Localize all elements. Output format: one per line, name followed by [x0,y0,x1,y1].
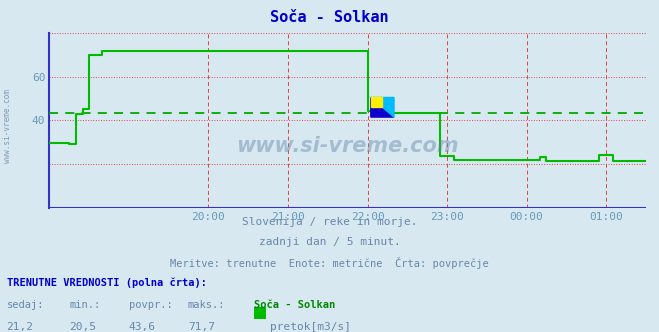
Text: pretok[m3/s]: pretok[m3/s] [270,322,351,332]
Text: 21,2: 21,2 [7,322,34,332]
Text: 43,6: 43,6 [129,322,156,332]
Text: www.si-vreme.com: www.si-vreme.com [237,136,459,156]
Text: www.si-vreme.com: www.si-vreme.com [3,89,13,163]
Text: Soča - Solkan: Soča - Solkan [254,300,335,310]
Text: 20,5: 20,5 [69,322,96,332]
Bar [371,98,382,107]
Text: TRENUTNE VREDNOSTI (polna črta):: TRENUTNE VREDNOSTI (polna črta): [7,277,206,288]
Text: sedaj:: sedaj: [7,300,44,310]
Text: Slovenija / reke in morje.: Slovenija / reke in morje. [242,217,417,227]
Text: Meritve: trenutne  Enote: metrične  Črta: povprečje: Meritve: trenutne Enote: metrične Črta: … [170,257,489,269]
Polygon shape [371,98,394,117]
Text: 71,7: 71,7 [188,322,215,332]
Polygon shape [371,98,394,117]
Text: Soča - Solkan: Soča - Solkan [270,10,389,25]
Text: zadnji dan / 5 minut.: zadnji dan / 5 minut. [258,237,401,247]
Text: povpr.:: povpr.: [129,300,172,310]
Text: min.:: min.: [69,300,100,310]
Text: maks.:: maks.: [188,300,225,310]
